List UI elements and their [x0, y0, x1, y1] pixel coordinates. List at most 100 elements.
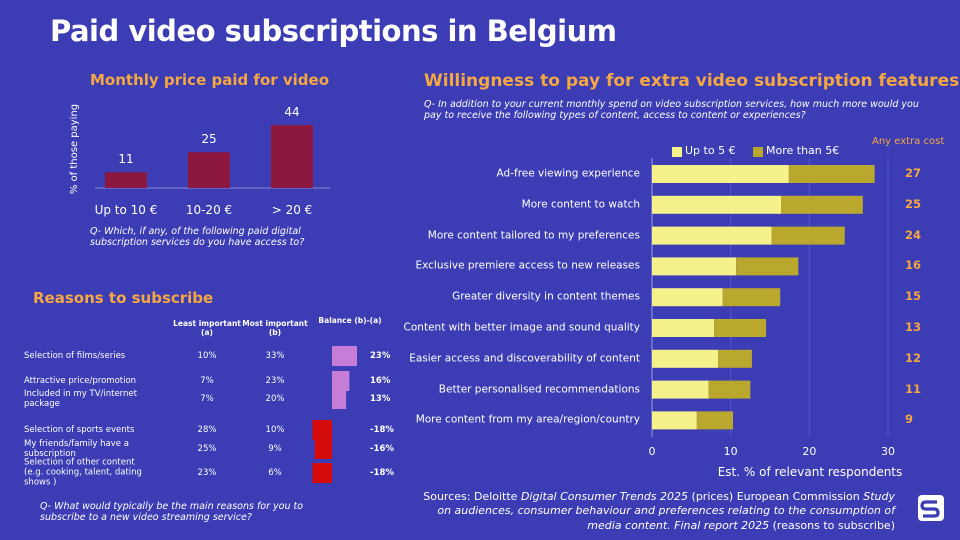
- source-part: Digital Consumer Trends 2025: [520, 490, 689, 503]
- balance-bar: [332, 346, 357, 366]
- chart-subtitle: Q- In addition to your current monthly s…: [424, 99, 919, 122]
- bar-segment: [652, 165, 789, 183]
- least-value: 28%: [197, 424, 217, 435]
- x-tick-label: 10-20 €: [185, 203, 233, 217]
- category-label: More content from my area/region/country: [415, 414, 640, 427]
- bar-segment: [736, 257, 799, 276]
- balance-label: 16%: [370, 375, 391, 386]
- row-label: Selection of sports events: [24, 424, 135, 435]
- bar-segment: [722, 288, 781, 307]
- x-tick-label: 0: [648, 445, 656, 458]
- value-label: 25: [201, 132, 217, 147]
- bar-segment: [652, 257, 737, 276]
- source-part: Study on audiences, consumer behaviour a…: [437, 490, 895, 532]
- row-label: My friends/family have a subscription: [24, 438, 129, 459]
- logo-mark: [920, 500, 940, 518]
- bar-segment: [718, 349, 752, 368]
- bar-segment: [652, 411, 697, 430]
- source-part: (prices) European Commission: [688, 490, 864, 503]
- most-value: 10%: [265, 424, 285, 435]
- column-header: Balance (b)-(a): [318, 316, 382, 325]
- value-label: 44: [284, 105, 300, 119]
- balance-bar: [332, 371, 350, 391]
- least-value: 25%: [197, 443, 217, 454]
- bar-segment: [708, 380, 751, 399]
- row-label: Included in my TV/internet package: [24, 388, 137, 409]
- bar-segment: [652, 349, 719, 368]
- logo: [918, 495, 944, 521]
- bar-segment: [652, 195, 782, 214]
- row-label: Selection of films/series: [24, 350, 126, 361]
- least-value: 7%: [200, 393, 214, 404]
- total-label: 11: [905, 381, 922, 396]
- bar-segment: [788, 165, 875, 183]
- bar-segment: [652, 226, 772, 245]
- bar-segment: [652, 288, 723, 307]
- balance-label: -18%: [370, 467, 394, 478]
- category-label: Ad-free viewing experience: [496, 167, 640, 180]
- category-label: More content tailored to my preferences: [427, 229, 640, 242]
- balance-bar: [312, 463, 332, 483]
- x-tick-label: 30: [881, 445, 895, 458]
- chart-title: Reasons to subscribe: [33, 289, 214, 307]
- category-label: Greater diversity in content themes: [452, 290, 640, 303]
- total-label: 24: [905, 227, 922, 242]
- sources: Sources: Deloitte Digital Consumer Trend…: [420, 490, 895, 533]
- question-note: Q- What would typically be the main reas…: [40, 501, 304, 524]
- x-axis-label: Est. % of relevant respondents: [717, 465, 903, 479]
- x-tick-label: 20: [802, 445, 817, 458]
- value-label: 11: [118, 152, 134, 167]
- total-label: 16: [905, 258, 922, 273]
- bar: [271, 125, 313, 188]
- balance-label: 23%: [370, 350, 391, 361]
- category-label: Better personalised recommendations: [438, 383, 640, 396]
- most-value: 6%: [268, 467, 282, 478]
- row-label: Selection of other content (e.g. cooking…: [24, 457, 142, 489]
- x-tick-label: > 20 €: [271, 203, 313, 217]
- most-value: 23%: [265, 375, 285, 386]
- balance-bar: [312, 420, 332, 440]
- source-part: Sources: Deloitte: [423, 490, 521, 503]
- total-label: 9: [905, 412, 914, 427]
- legend-swatch: [672, 147, 682, 157]
- bar-segment: [771, 226, 845, 245]
- legend-label: More than 5€: [766, 144, 840, 157]
- column-header: Least important (a): [173, 319, 241, 337]
- bar: [105, 172, 147, 188]
- bar-segment: [781, 195, 863, 214]
- total-label: 27: [905, 166, 922, 181]
- question-note: Q- Which, if any, of the following paid …: [90, 226, 305, 249]
- chart-title: Willingness to pay for extra video subsc…: [424, 71, 960, 91]
- total-label: 13: [905, 320, 922, 335]
- legend-label: Up to 5 €: [685, 144, 736, 157]
- total-label: 12: [905, 350, 922, 365]
- least-value: 10%: [197, 350, 217, 361]
- bar-segment: [714, 319, 767, 337]
- most-value: 9%: [268, 443, 282, 454]
- legend-swatch: [753, 147, 763, 157]
- column-header: Most important (b): [242, 319, 308, 337]
- category-label: Exclusive premiere access to new release…: [415, 260, 640, 273]
- source-part: (reasons to subscribe): [769, 518, 895, 532]
- x-tick-label: 10: [723, 445, 738, 458]
- totals-header: Any extra cost: [872, 136, 945, 147]
- category-label: Easier access and discoverability of con…: [409, 352, 640, 365]
- bar-segment: [696, 411, 734, 430]
- row-label: Attractive price/promotion: [24, 375, 137, 386]
- category-label: Content with better image and sound qual…: [403, 321, 640, 334]
- least-value: 23%: [197, 467, 217, 478]
- bar: [188, 152, 230, 188]
- balance-label: 13%: [370, 393, 391, 404]
- bar-segment: [652, 319, 715, 337]
- most-value: 20%: [265, 393, 285, 404]
- total-label: 15: [905, 289, 922, 304]
- balance-label: -16%: [370, 443, 394, 454]
- x-tick-label: Up to 10 €: [94, 203, 158, 217]
- balance-label: -18%: [370, 424, 394, 435]
- category-label: More content to watch: [521, 198, 640, 211]
- y-axis-label: % of those paying: [69, 103, 80, 195]
- total-label: 25: [905, 196, 922, 211]
- balance-bar: [332, 389, 347, 409]
